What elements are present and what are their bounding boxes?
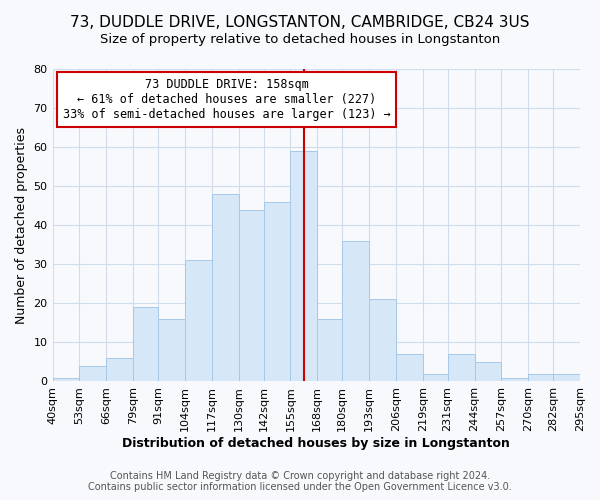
- Bar: [423, 374, 448, 382]
- Bar: [502, 378, 528, 382]
- Bar: [342, 241, 369, 382]
- Bar: [528, 374, 553, 382]
- Bar: [448, 354, 475, 382]
- Text: 73 DUDDLE DRIVE: 158sqm
← 61% of detached houses are smaller (227)
33% of semi-d: 73 DUDDLE DRIVE: 158sqm ← 61% of detache…: [63, 78, 391, 122]
- Bar: [369, 300, 396, 382]
- Bar: [475, 362, 502, 382]
- Bar: [317, 319, 342, 382]
- Bar: [133, 307, 158, 382]
- Text: Size of property relative to detached houses in Longstanton: Size of property relative to detached ho…: [100, 32, 500, 46]
- Bar: [263, 202, 290, 382]
- Text: Contains HM Land Registry data © Crown copyright and database right 2024.
Contai: Contains HM Land Registry data © Crown c…: [88, 471, 512, 492]
- Bar: [106, 358, 133, 382]
- Bar: [185, 260, 212, 382]
- Bar: [290, 151, 317, 382]
- Bar: [53, 378, 79, 382]
- Bar: [396, 354, 423, 382]
- Bar: [239, 210, 263, 382]
- X-axis label: Distribution of detached houses by size in Longstanton: Distribution of detached houses by size …: [122, 437, 510, 450]
- Bar: [212, 194, 239, 382]
- Bar: [553, 374, 580, 382]
- Text: 73, DUDDLE DRIVE, LONGSTANTON, CAMBRIDGE, CB24 3US: 73, DUDDLE DRIVE, LONGSTANTON, CAMBRIDGE…: [70, 15, 530, 30]
- Bar: [158, 319, 185, 382]
- Y-axis label: Number of detached properties: Number of detached properties: [15, 126, 28, 324]
- Bar: [79, 366, 106, 382]
